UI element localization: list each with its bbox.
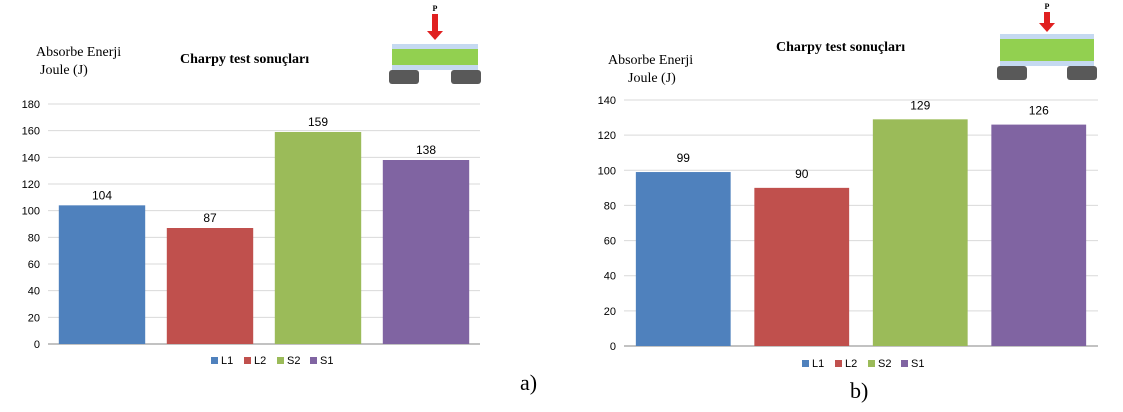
bar-s1 [382,160,470,344]
legend-item-s1: S1 [320,355,333,367]
legend-item-l1: L1 [221,355,233,367]
load-arrow-head [427,31,443,40]
legend-swatch-s2 [868,360,875,367]
bar-s2 [274,132,362,344]
data-label-s1: 126 [1029,104,1049,118]
y-tick-label: 140 [22,152,40,164]
data-label-l2: 87 [203,211,217,225]
left-support [389,70,419,84]
y-tick-label: 160 [22,126,40,138]
y-tick-label: 0 [34,339,40,351]
y-tick-label: 20 [604,306,616,318]
y-axis-title: Absorbe Enerji Joule (J) [36,44,121,80]
specimen-bottom-layer [392,65,478,70]
chart-title: Charpy test sonuçları [776,40,906,55]
data-label-l1: 99 [677,151,691,165]
y-tick-label: 20 [28,312,40,324]
specimen-core [1000,39,1094,61]
legend-swatch-s2 [277,357,284,364]
specimen-top-layer [392,44,478,49]
data-label-s2: 129 [910,98,930,112]
bar-l2 [166,228,254,344]
y-tick-label: 60 [604,236,616,248]
legend-swatch-s1 [901,360,908,367]
y-tick-label: 140 [598,95,616,107]
chart-panel-b: Absorbe Enerji Joule (J) Charpy test son… [580,0,1123,412]
legend-swatch-l1 [211,357,218,364]
y-tick-label: 100 [598,165,616,177]
bar-l1 [58,205,146,344]
y-axis-title-line1: Absorbe Enerji [36,45,122,60]
legend-item-s2: S2 [878,358,891,370]
specimen-core [392,49,478,65]
y-axis-title-line2: Joule (J) [40,63,88,78]
load-label: P [433,4,438,13]
y-axis-title-line1: Absorbe Enerji [608,53,694,68]
charpy-specimen-diagram: P [997,2,1097,80]
bar-l1 [635,172,731,346]
y-tick-label: 40 [28,286,40,298]
data-label-s1: 138 [416,143,436,157]
chart-title: Charpy test sonuçları [180,52,310,67]
legend-item-s2: S2 [287,355,300,367]
bar-chart: 0 20 40 60 80 100 120 140 160 180 104 87 159 138 L1 L2 S… [22,99,480,367]
legend-item-s1: S1 [911,358,924,370]
right-support [451,70,481,84]
left-support [997,66,1027,80]
y-tick-label: 40 [604,271,616,283]
y-tick-label: 120 [598,130,616,142]
data-label-s2: 159 [308,115,328,129]
y-axis-title: Absorbe Enerji Joule (J) [608,52,693,88]
specimen-top-layer [1000,34,1094,39]
specimen-bottom-layer [1000,61,1094,66]
right-support [1067,66,1097,80]
y-tick-label: 80 [28,232,40,244]
y-tick-label: 120 [22,179,40,191]
bar-s2 [872,119,968,346]
data-label-l1: 104 [92,188,112,202]
panel-label: a) [520,370,538,395]
chart-panel-a: Absorbe Enerji Joule (J) Charpy test son… [0,0,560,412]
load-arrow-head [1039,23,1055,32]
y-tick-label: 80 [604,200,616,212]
data-label-l2: 90 [795,167,809,181]
bar-l2 [754,187,850,346]
charpy-specimen-diagram: P [389,4,481,84]
legend-swatch-l2 [835,360,842,367]
legend-swatch-l1 [802,360,809,367]
legend-swatch-s1 [310,357,317,364]
load-arrow-shaft [432,14,438,32]
load-arrow-shaft [1044,12,1050,24]
legend-item-l2: L2 [254,355,266,367]
y-tick-label: 0 [610,341,616,353]
y-tick-label: 100 [22,206,40,218]
y-axis-title-line2: Joule (J) [628,71,676,86]
legend-swatch-l2 [244,357,251,364]
load-label: P [1045,2,1050,11]
y-tick-label: 60 [28,259,40,271]
legend-item-l1: L1 [812,358,824,370]
bar-chart: 0 20 40 60 80 100 120 140 99 90 129 126 L1 L2 S2 S1 [598,95,1098,370]
y-tick-label: 180 [22,99,40,111]
bar-s1 [991,124,1087,346]
legend-item-l2: L2 [845,358,857,370]
panel-label: b) [850,378,869,403]
